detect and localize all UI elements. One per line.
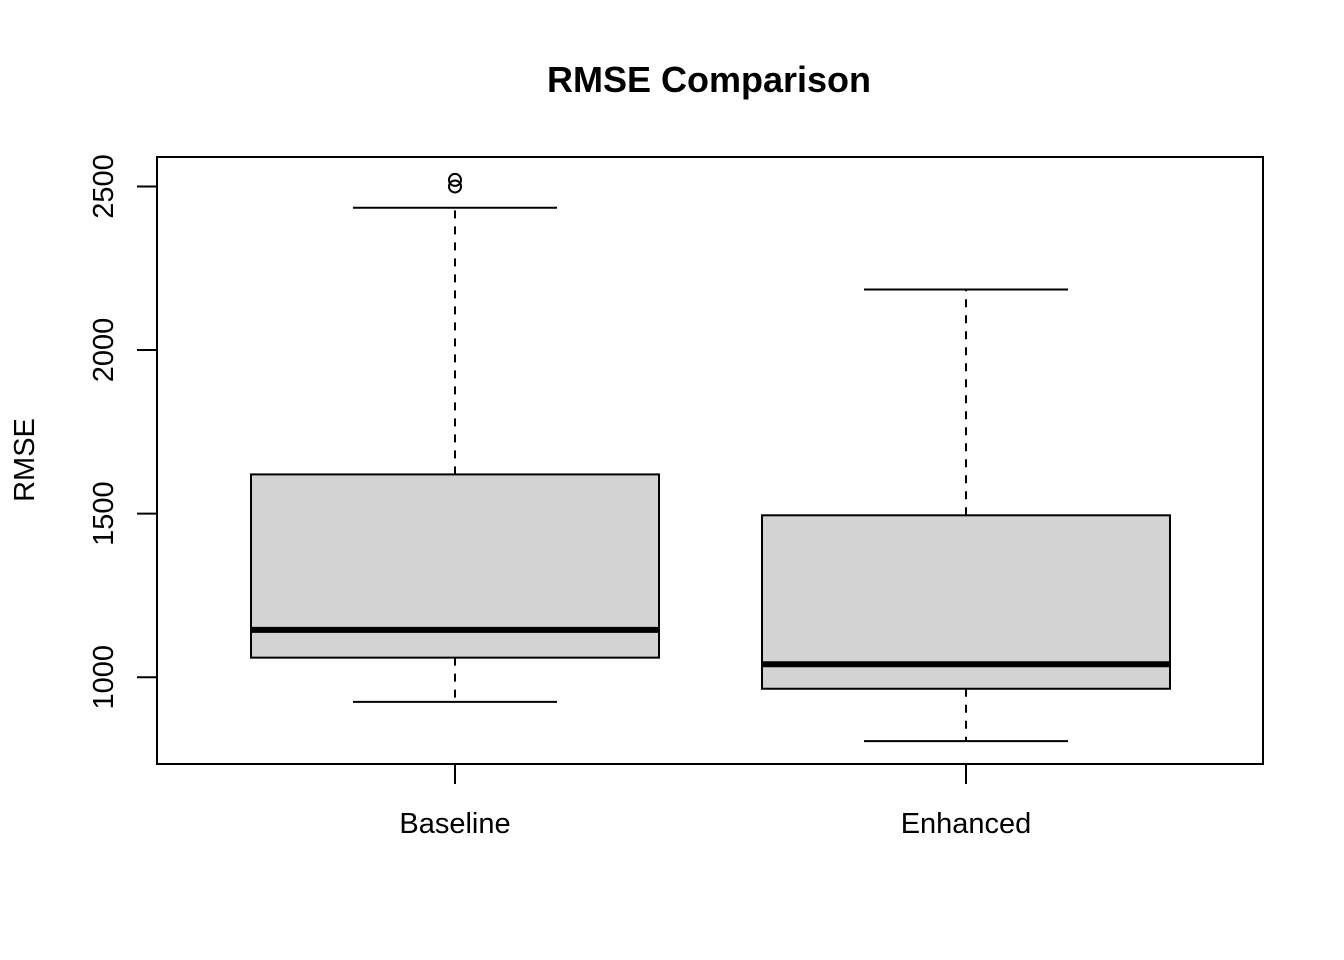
- y-tick-label-2000: 2000: [88, 318, 120, 383]
- y-tick-label-1500: 1500: [88, 481, 120, 546]
- y-tick-label-2500: 2500: [88, 154, 120, 219]
- chart-title: RMSE Comparison: [547, 59, 871, 100]
- outlier-baseline-0: [448, 179, 462, 194]
- x-tick-label-enhanced: Enhanced: [901, 808, 1032, 840]
- x-tick-label-baseline: Baseline: [399, 808, 510, 840]
- y-axis-label: RMSE: [9, 418, 41, 502]
- box-enhanced: [761, 514, 1171, 690]
- chart-marks: 1000 1500 2000 2500 Baseline Enhanced: [88, 154, 1171, 840]
- outlier-baseline-1: [448, 172, 462, 187]
- y-tick-label-1000: 1000: [88, 645, 120, 710]
